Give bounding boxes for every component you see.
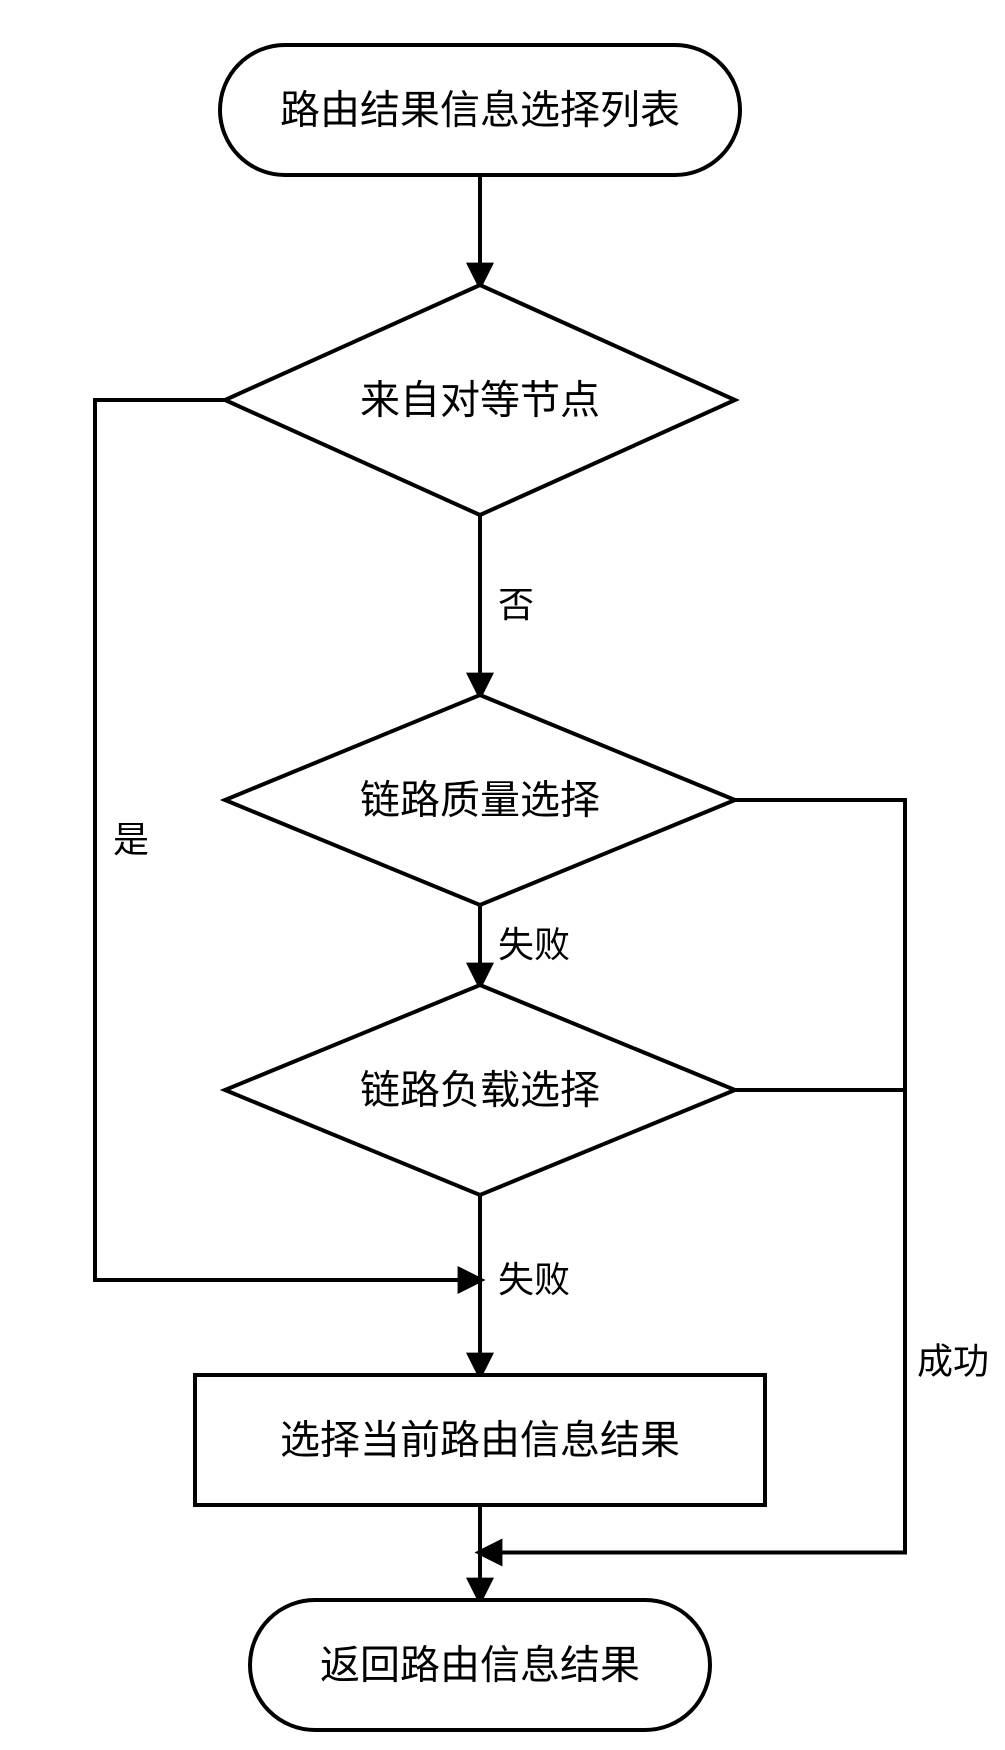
edge-label-quality_success: 成功 <box>917 1341 989 1381</box>
node-label-select: 选择当前路由信息结果 <box>280 1418 680 1463</box>
flowchart-diagram: 路由结果信息选择列表来自对等节点链路质量选择链路负载选择选择当前路由信息结果返回… <box>0 0 1005 1750</box>
edge-label-peer_quality: 否 <box>498 585 534 625</box>
node-label-start: 路由结果信息选择列表 <box>280 88 680 133</box>
node-select: 选择当前路由信息结果 <box>195 1375 765 1505</box>
edge-label-peer_yes: 是 <box>113 820 149 860</box>
node-label-quality: 链路质量选择 <box>360 778 600 823</box>
edge-label-quality_load: 失败 <box>498 925 570 965</box>
node-quality: 链路质量选择 <box>225 695 735 905</box>
node-start: 路由结果信息选择列表 <box>220 45 740 175</box>
node-label-end: 返回路由信息结果 <box>320 1643 640 1688</box>
node-label-peer: 来自对等节点 <box>360 378 600 423</box>
node-end: 返回路由信息结果 <box>250 1600 710 1730</box>
node-peer: 来自对等节点 <box>225 285 735 515</box>
edge-label-load_select: 失败 <box>498 1260 570 1300</box>
node-load: 链路负载选择 <box>225 985 735 1195</box>
node-label-load: 链路负载选择 <box>360 1068 600 1113</box>
